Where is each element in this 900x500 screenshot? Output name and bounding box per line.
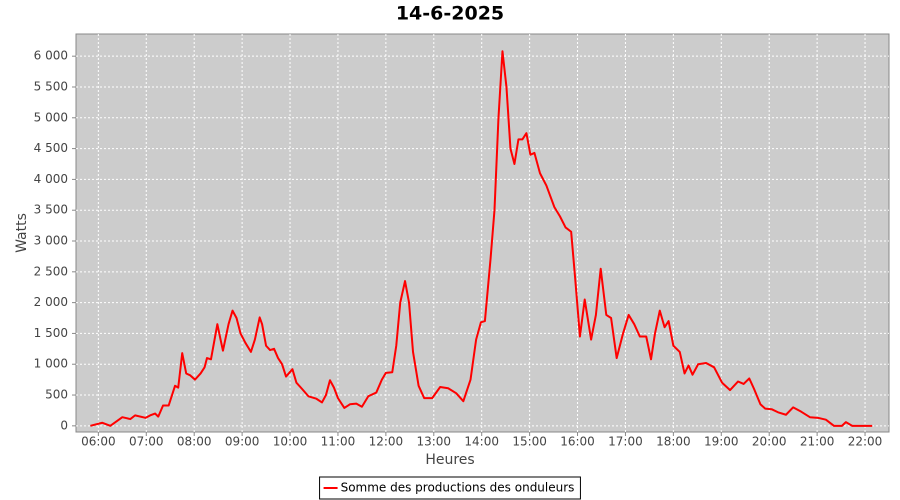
x-tick-label: 08:00 xyxy=(177,435,212,449)
y-tick-label: 1 500 xyxy=(34,326,68,340)
y-tick-label: 2 500 xyxy=(34,264,68,278)
data-line xyxy=(90,50,873,427)
x-tick-label: 15:00 xyxy=(512,435,547,449)
y-tick-label: 2 000 xyxy=(34,295,68,309)
y-tick-label: 5 000 xyxy=(34,110,68,124)
x-tick-label: 22:00 xyxy=(848,435,883,449)
x-tick-label: 10:00 xyxy=(273,435,308,449)
y-tick-label: 6 000 xyxy=(34,49,68,63)
x-tick-label: 12:00 xyxy=(369,435,404,449)
y-tick-label: 3 000 xyxy=(34,234,68,248)
x-axis-label: Heures xyxy=(425,452,474,468)
y-tick-label: 500 xyxy=(45,388,68,402)
plot-area xyxy=(75,33,890,433)
legend: Somme des productions des onduleurs xyxy=(319,476,581,500)
x-tick-label: 18:00 xyxy=(656,435,691,449)
y-tick-label: 3 500 xyxy=(34,203,68,217)
y-tick-label: 4 500 xyxy=(34,141,68,155)
legend-label: Somme des productions des onduleurs xyxy=(341,481,575,495)
x-tick-label: 07:00 xyxy=(129,435,164,449)
x-tick-label: 17:00 xyxy=(608,435,643,449)
y-tick-label: 5 500 xyxy=(34,79,68,93)
y-tick-label: 1 000 xyxy=(34,357,68,371)
x-tick-label: 11:00 xyxy=(321,435,356,449)
y-axis-label: Watts xyxy=(14,213,30,253)
x-tick-label: 19:00 xyxy=(704,435,739,449)
x-tick-label: 14:00 xyxy=(464,435,499,449)
y-tick-label: 4 000 xyxy=(34,172,68,186)
chart-title: 14-6-2025 xyxy=(396,3,504,25)
x-tick-label: 09:00 xyxy=(225,435,260,449)
y-tick-label: 0 xyxy=(60,418,68,432)
x-tick-label: 20:00 xyxy=(752,435,787,449)
x-tick-label: 13:00 xyxy=(416,435,451,449)
x-tick-label: 16:00 xyxy=(560,435,595,449)
legend-box xyxy=(319,476,581,500)
x-tick-label: 21:00 xyxy=(800,435,835,449)
x-tick-label: 06:00 xyxy=(81,435,116,449)
